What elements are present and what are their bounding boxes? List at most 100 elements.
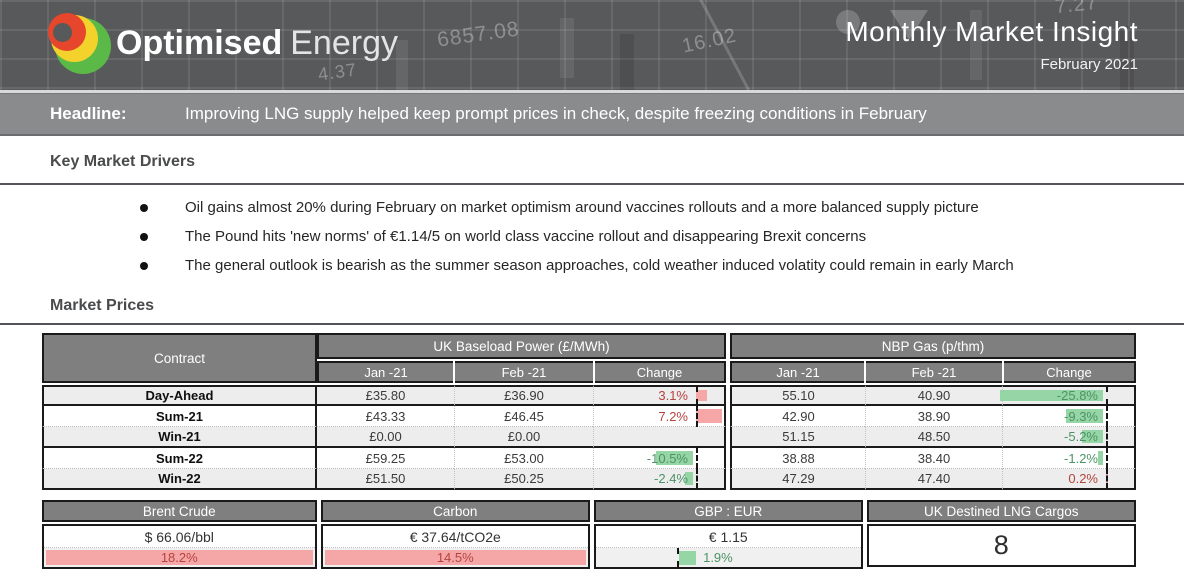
candlestick-decoration <box>970 10 982 80</box>
bullet-item: The general outlook is bearish as the su… <box>0 251 1184 280</box>
summary-col-gbp-eur: GBP : EUR € 1.15 1.9% <box>594 500 863 569</box>
summary-change-row: 1.9% <box>596 548 861 567</box>
summary-value: € 37.64/tCO2e <box>322 526 588 548</box>
col-header-jan: Jan -21 <box>730 361 864 383</box>
candlestick-decoration <box>1120 26 1134 90</box>
company-logo <box>48 12 112 74</box>
summary-value: € 1.15 <box>596 526 861 548</box>
price-cell: 40.90 <box>865 385 1002 406</box>
ticker-number: 4.37 <box>316 59 359 85</box>
power-group-header: UK Baseload Power (£/MWh) <box>317 333 726 359</box>
summary-header: Carbon <box>320 500 590 522</box>
change-value: -25.8% <box>1056 388 1098 403</box>
summary-body: $ 66.06/bbl 18.2% <box>42 524 317 569</box>
price-cell: £36.90 <box>454 385 593 406</box>
summary-col-carbon: Carbon € 37.64/tCO2e 14.5% <box>320 500 590 569</box>
summary-header: UK Destined LNG Cargos <box>866 500 1136 522</box>
bullet-text: The Pound hits 'new norms' of €1.14/5 on… <box>185 228 867 245</box>
price-cell: £50.25 <box>454 469 593 490</box>
driver-bullet-list: Oil gains almost 20% during February on … <box>0 193 1184 280</box>
summary-body: € 37.64/tCO2e 14.5% <box>320 524 590 569</box>
change-value: 1.9% <box>703 550 733 565</box>
bullet-dot <box>140 261 148 270</box>
change-cell: -9.3% <box>1002 405 1136 427</box>
ticker-number: 6857.08 <box>435 17 522 52</box>
price-cell: £0.00 <box>454 427 593 448</box>
brand-name-light: Energy <box>290 24 398 62</box>
summary-body: 8 <box>866 524 1136 567</box>
gas-subheader-row: Jan -21 Feb -21 Change <box>730 361 1136 383</box>
summary-header: Brent Crude <box>42 500 317 522</box>
brand-name: Optimised Energy <box>116 24 398 63</box>
table-row-day-ahead: Day-Ahead £35.80 £36.90 3.1% 55.10 40.90… <box>42 385 1136 406</box>
table-header: Contract UK Baseload Power (£/MWh) Jan -… <box>42 333 1136 383</box>
candlestick-decoration <box>560 18 574 78</box>
change-value: 3.1% <box>658 388 688 403</box>
table-row-win-22: Win-22 £51.50 £50.25 -2.4% 47.29 47.40 0… <box>42 468 1136 490</box>
price-cell: 38.88 <box>730 448 865 469</box>
headline-bar: Headline: Improving LNG supply helped ke… <box>0 93 1184 136</box>
headline-text: Improving LNG supply helped keep prompt … <box>185 104 927 123</box>
table-gap <box>726 469 730 490</box>
zero-axis-line <box>1106 405 1108 427</box>
price-cell: £46.45 <box>454 406 593 427</box>
contract-column-header: Contract <box>42 333 317 383</box>
table-gap <box>726 385 730 406</box>
zero-axis-line <box>1106 386 1108 405</box>
change-value: -10.5% <box>646 450 688 466</box>
brand-name-bold: Optimised <box>116 24 283 62</box>
price-cell: 47.40 <box>865 469 1002 490</box>
change-cell: -1.2% <box>1002 447 1136 469</box>
candlestick-decoration <box>396 40 408 90</box>
change-bar <box>679 550 697 565</box>
report-title: Monthly Market Insight <box>845 16 1138 47</box>
contract-cell: Sum-21 <box>42 406 317 427</box>
change-cell: -2.4% <box>593 468 726 490</box>
bullet-text: Oil gains almost 20% during February on … <box>185 199 979 216</box>
zero-axis-line <box>1106 447 1108 469</box>
section-heading-key-market-drivers: Key Market Drivers <box>50 153 195 170</box>
bullet-item: The Pound hits 'new norms' of €1.14/5 on… <box>0 222 1184 251</box>
table-gap <box>726 406 730 427</box>
contract-cell: Win-22 <box>42 469 317 490</box>
bullet-item: Oil gains almost 20% during February on … <box>0 193 1184 222</box>
headline-label: Headline: <box>50 104 127 123</box>
lng-cargo-count: 8 <box>993 530 1009 560</box>
summary-value: $ 66.06/bbl <box>44 526 315 548</box>
change-value: 7.2% <box>658 408 688 424</box>
change-bar <box>696 409 722 423</box>
price-cell: £43.33 <box>317 406 454 427</box>
change-cell: -25.8% <box>999 385 1136 406</box>
change-bar <box>655 451 693 465</box>
contract-cell: Win-21 <box>42 427 317 448</box>
bullet-text: The general outlook is bearish as the su… <box>185 257 1014 274</box>
table-gap <box>726 448 730 469</box>
zero-axis-line <box>696 386 698 405</box>
bullet-dot <box>140 203 148 212</box>
col-header-feb: Feb -21 <box>866 361 1002 383</box>
summary-change-row: 18.2% <box>44 548 315 567</box>
summary-change-row: 14.5% <box>322 548 588 567</box>
contract-cell: Sum-22 <box>42 448 317 469</box>
price-cell: 38.40 <box>865 448 1002 469</box>
triangle-decoration <box>890 10 928 40</box>
candlestick-decoration <box>620 34 634 90</box>
change-value: 18.2% <box>160 550 198 565</box>
change-value: -9.3% <box>1064 408 1098 424</box>
horizontal-rule <box>0 183 1184 185</box>
change-value: -1.2% <box>1064 450 1098 466</box>
zero-axis-line <box>598 548 679 567</box>
price-cell: £35.80 <box>317 385 454 406</box>
summary-body: € 1.15 1.9% <box>594 524 863 569</box>
summary-col-lng-cargos: UK Destined LNG Cargos 8 <box>866 500 1136 569</box>
table-gap <box>726 427 730 448</box>
change-value: 0.2% <box>1068 471 1098 486</box>
horizontal-rule <box>0 323 1184 325</box>
market-prices-table: Contract UK Baseload Power (£/MWh) Jan -… <box>42 333 1136 490</box>
change-cell: -5.2% <box>1002 426 1136 448</box>
change-bar: 14.5% <box>324 550 586 565</box>
change-cell <box>593 427 726 448</box>
zero-axis-line <box>1106 426 1108 447</box>
summary-header: GBP : EUR <box>594 500 863 522</box>
price-cell: £53.00 <box>454 448 593 469</box>
